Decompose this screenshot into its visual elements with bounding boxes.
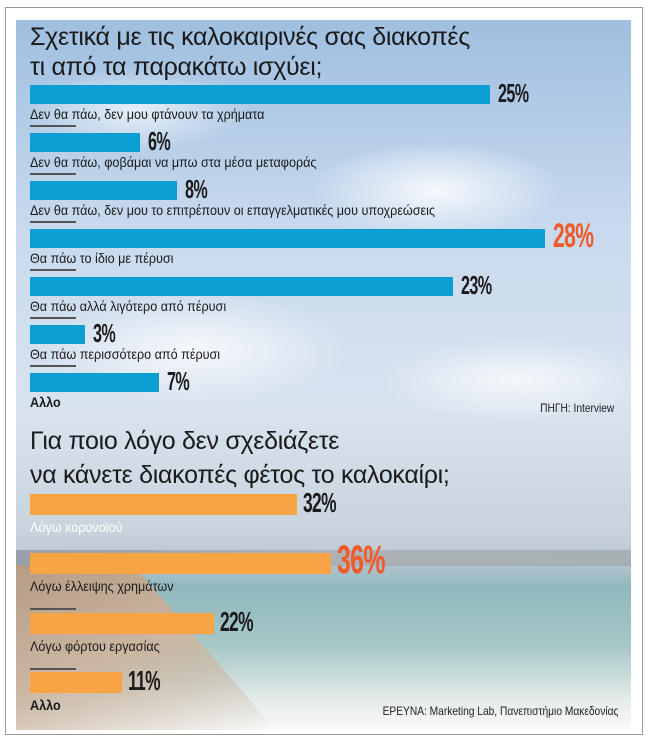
data-label: 22%	[219, 605, 254, 637]
data-label: 36%	[336, 538, 385, 583]
label-underline	[30, 221, 76, 223]
label-underline	[30, 125, 76, 127]
chart1-title-line2: τι από τα παρακάτω ισχύει;	[30, 53, 323, 81]
bar	[30, 672, 122, 693]
data-label: 32%	[303, 486, 337, 518]
label-underline	[30, 608, 76, 610]
chart1-source: ΠΗΓΗ: Interview	[539, 401, 614, 415]
bar	[30, 85, 490, 104]
category-label: Δεν θα πάω, φοβάμαι να μπω στα μέσα μετα…	[30, 154, 317, 170]
chart2-title-line2: να κάνετε διακοπές φέτος το καλοκαίρι;	[30, 461, 450, 489]
data-label: 28%	[553, 216, 594, 255]
bar	[30, 181, 178, 200]
bar	[30, 133, 141, 152]
category-label: Δεν θα πάω, δεν μου φτάνουν τα χρήματα	[30, 106, 265, 122]
label-underline	[30, 269, 76, 271]
data-label: 6%	[148, 125, 171, 156]
label-underline	[30, 668, 76, 670]
category-label: Λόγω φόρτου εργασίας	[30, 638, 160, 654]
data-label: 23%	[461, 269, 492, 300]
bar	[30, 277, 454, 296]
category-label: Λόγω έλλειψης χρημάτων	[30, 578, 174, 594]
bar	[30, 613, 214, 634]
bar	[30, 229, 546, 248]
label-underline	[30, 365, 76, 367]
chart2-source: ΕΡΕΥΝΑ: Marketing Lab, Πανεπιστήμιο Μακε…	[382, 704, 618, 718]
bar	[30, 494, 298, 515]
chart1-title-line1: Σχετικά με τις καλοκαιρινές σας διακοπές	[30, 23, 470, 51]
category-label: Λόγω κορονοϊού	[30, 519, 123, 535]
data-label: 25%	[498, 77, 529, 108]
data-label: 3%	[93, 317, 116, 348]
label-underline	[30, 317, 76, 319]
label-underline	[30, 173, 76, 175]
category-label: Δεν θα πάω, δεν μου το επιτρέπουν οι επα…	[30, 202, 436, 218]
category-label: Αλλο	[30, 394, 61, 410]
data-label: 11%	[127, 664, 161, 696]
chart2-title-line1: Για ποιο λόγο δεν σχεδιάζετε	[30, 427, 340, 455]
bar	[30, 553, 331, 574]
bar	[30, 373, 159, 392]
data-label: 8%	[185, 173, 208, 204]
category-label: Αλλο	[30, 697, 61, 713]
category-label: Θα πάω περισσότερο από πέρυσι	[30, 346, 221, 362]
category-label: Θα πάω αλλά λιγότερο από πέρυσι	[30, 298, 227, 314]
bar	[30, 325, 86, 344]
data-label: 7%	[166, 365, 190, 396]
category-label: Θα πάω το ίδιο με πέρυσι	[30, 250, 174, 266]
